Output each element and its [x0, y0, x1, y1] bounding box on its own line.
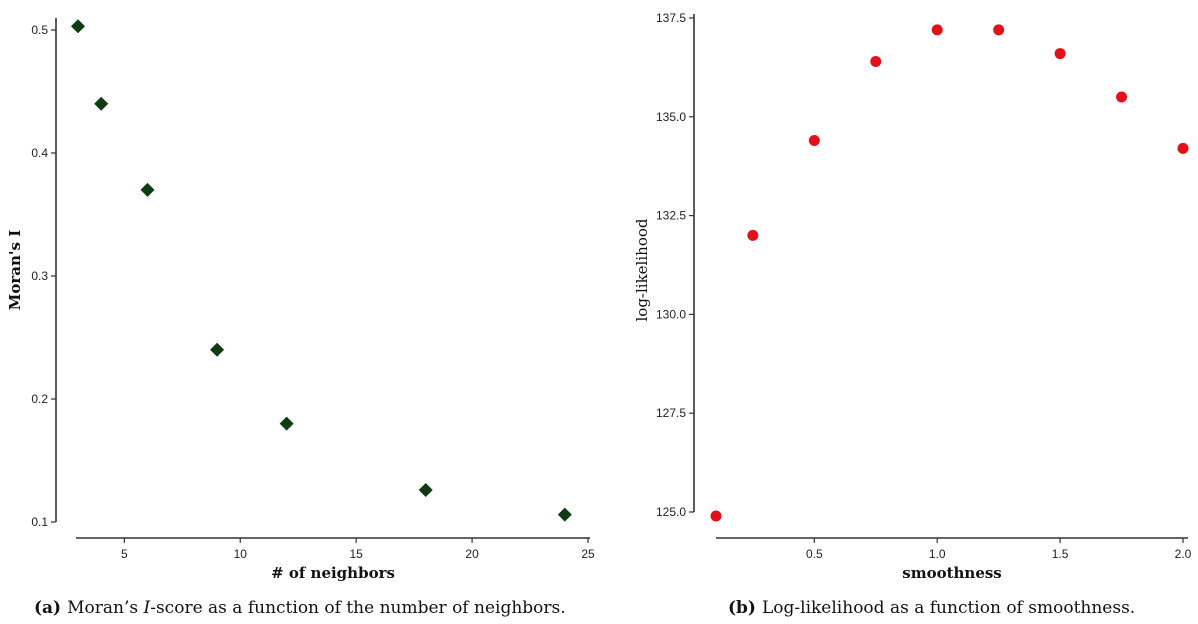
- y-tick-label: 0.1: [31, 515, 48, 529]
- caption-b-text: Log-likelihood as a function of smoothne…: [761, 598, 1136, 618]
- x-tick-label: 0.5: [806, 547, 823, 561]
- y-tick-label: 0.4: [31, 146, 48, 160]
- caption-a-text-post: -score as a function of the number of ne…: [150, 598, 566, 618]
- x-tick-label: 15: [350, 547, 364, 561]
- caption-b: (b) Log-likelihood as a function of smoot…: [728, 598, 1135, 618]
- x-tick-label: 10: [234, 547, 248, 561]
- y-axis-label: log-likelihood: [633, 218, 651, 321]
- data-point: [993, 24, 1005, 36]
- data-point: [140, 182, 155, 197]
- data-point: [71, 19, 85, 34]
- data-point: [1116, 91, 1128, 103]
- data-point: [418, 483, 433, 498]
- caption-a-italic: I: [143, 598, 151, 618]
- y-tick-label: 0.2: [31, 392, 48, 406]
- x-tick-label: 1.0: [929, 547, 946, 561]
- y-tick-label: 127.5: [656, 406, 686, 420]
- data-point: [870, 55, 882, 67]
- caption-b-label: (b): [728, 598, 756, 618]
- caption-a: (a) Moran’s I-score as a function of the …: [34, 598, 566, 618]
- y-tick-label: 125.0: [656, 505, 686, 519]
- data-point: [210, 342, 225, 357]
- data-point: [94, 96, 109, 111]
- data-point: [1177, 142, 1189, 154]
- data-point: [1054, 48, 1066, 60]
- data-point: [931, 24, 943, 36]
- data-point: [808, 135, 820, 147]
- data-point: [557, 507, 572, 522]
- x-tick-label: 20: [465, 547, 479, 561]
- x-tick-label: 25: [581, 547, 595, 561]
- data-point: [747, 229, 759, 241]
- y-tick-label: 135.0: [656, 110, 686, 124]
- y-tick-label: 137.5: [656, 11, 686, 25]
- x-tick-label: 5: [121, 547, 128, 561]
- chart-a: 5 10 15 20 25 0.1 0.2 0.3 0.4 0.5 # of neighbors Mo…: [6, 18, 595, 582]
- data-point: [710, 510, 722, 522]
- caption-a-text-pre: Moran’s: [67, 598, 144, 618]
- y-tick-label: 130.0: [656, 307, 686, 321]
- y-tick-label: 0.3: [31, 269, 48, 283]
- y-tick-label: 0.5: [31, 23, 48, 37]
- chart-b: 0.5 1.0 1.5 2.0 125.0 127.5 130.0 132.5 135.0 137…: [633, 11, 1192, 582]
- x-axis-label: # of neighbors: [271, 564, 395, 582]
- caption-a-label: (a): [34, 598, 62, 618]
- data-point: [279, 416, 294, 431]
- x-tick-label: 2.0: [1175, 547, 1192, 561]
- x-tick-label: 1.5: [1052, 547, 1069, 561]
- x-axis-label: smoothness: [902, 564, 1002, 582]
- y-axis-label: Moran's I: [6, 230, 24, 310]
- y-tick-label: 132.5: [656, 209, 686, 223]
